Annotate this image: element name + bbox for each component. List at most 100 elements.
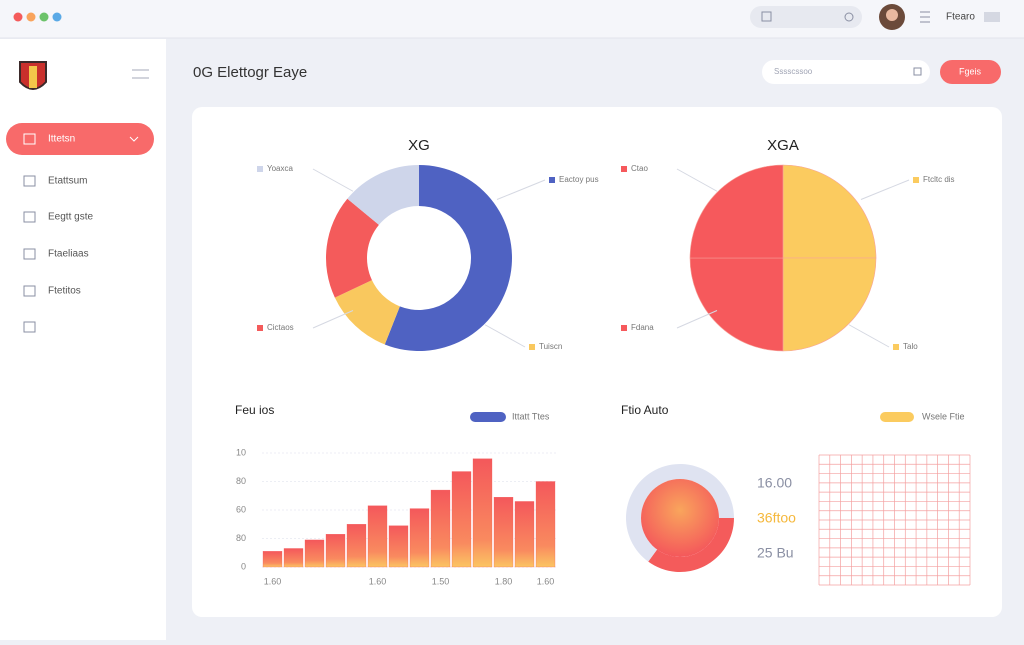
- y-tick-label: 80: [236, 476, 246, 486]
- gauge-segment: [626, 463, 734, 562]
- slice: [325, 198, 379, 298]
- legend-label: Wsele Ftie: [922, 411, 965, 421]
- bar: [283, 548, 304, 568]
- slice: [689, 257, 784, 352]
- bar: [535, 481, 556, 568]
- slice: [689, 164, 784, 259]
- window-dot: [39, 12, 49, 22]
- y-tick-label: 0: [241, 561, 246, 571]
- charts: XG Eactoy pus Tuiscn Cictaos Yoaxca XGA Ftcltc…: [235, 137, 971, 586]
- chevron: [129, 136, 139, 142]
- gauge-segment: [648, 518, 734, 572]
- stat-value: 25 Bu: [757, 545, 794, 561]
- y-tick-label: 80: [236, 533, 246, 543]
- callout-line: [848, 324, 890, 348]
- icon: [761, 11, 772, 22]
- menu-icon: [23, 211, 36, 223]
- callout-line: [676, 310, 718, 329]
- slice: [384, 165, 512, 352]
- callout-label: Talo: [903, 342, 918, 351]
- menu-label[interactable]: Ftetitos: [48, 286, 81, 297]
- slice: [334, 280, 400, 345]
- legend-swatch: [621, 166, 627, 172]
- callout-line: [312, 168, 354, 192]
- menu-label[interactable]: Ittetsn: [48, 134, 75, 145]
- legend-swatch: [529, 344, 535, 350]
- menu-icon: [23, 285, 36, 297]
- callout-line: [484, 324, 526, 348]
- callout-line: [496, 179, 546, 200]
- icon: [984, 12, 1000, 22]
- callout-label: Ctao: [631, 164, 648, 173]
- legend-swatch: [913, 177, 919, 183]
- chart-title: XG: [408, 137, 430, 154]
- button[interactable]: [940, 60, 1001, 84]
- legend-swatch: [549, 177, 555, 183]
- gauge-core: [641, 479, 719, 557]
- callout-label: Cictaos: [267, 323, 294, 332]
- bar: [472, 458, 493, 568]
- y-tick-label: 10: [236, 447, 246, 457]
- bar: [514, 501, 535, 568]
- callout-label: Tuiscn: [539, 342, 562, 351]
- menu-icon: [23, 175, 36, 187]
- legend-label: Ittatt Ttes: [512, 411, 550, 421]
- slice: [782, 164, 877, 259]
- x-tick-label: 1.80: [495, 576, 513, 586]
- slice: [782, 257, 877, 352]
- x-tick-label: 1.60: [537, 576, 555, 586]
- callout-label: Yoaxca: [267, 164, 294, 173]
- menu-icon[interactable]: [920, 11, 930, 23]
- menu-label[interactable]: Etattsum: [48, 176, 87, 187]
- legend-swatch: [621, 325, 627, 331]
- title-bar: [0, 0, 1024, 38]
- search-icon: [913, 67, 922, 76]
- chart-title: Ftio Auto: [621, 403, 669, 417]
- top-search[interactable]: [750, 6, 862, 28]
- x-tick-label: 1.50: [432, 576, 450, 586]
- logo-band: [29, 66, 37, 88]
- legend-swatch: [880, 412, 914, 422]
- callout-label: Ftcltc dis: [923, 175, 955, 184]
- window-dot: [52, 12, 62, 22]
- avatar-face: [886, 9, 898, 21]
- stat-value: 36ftoo: [757, 510, 796, 526]
- menu-item-active[interactable]: [6, 123, 154, 155]
- legend-swatch: [257, 325, 263, 331]
- bar: [493, 497, 514, 568]
- bar: [325, 534, 346, 568]
- chart-title: XGA: [767, 137, 799, 154]
- hamburger[interactable]: [132, 69, 149, 79]
- user-name[interactable]: Ftearo: [946, 12, 975, 23]
- legend-swatch: [470, 412, 506, 422]
- stat-value: 16.00: [757, 475, 792, 491]
- slice: [347, 165, 419, 225]
- menu-icon[interactable]: [23, 321, 36, 333]
- x-tick-label: 1.60: [264, 576, 282, 586]
- menu-icon: [23, 133, 36, 145]
- legend-swatch: [893, 344, 899, 350]
- page-title: 0G Elettogr Eaye: [193, 64, 307, 81]
- x-tick-label: 1.60: [369, 576, 387, 586]
- bar: [430, 489, 451, 568]
- button-label[interactable]: Fgeis: [959, 66, 982, 76]
- callout-line: [676, 168, 718, 192]
- bar: [388, 525, 409, 568]
- window-dot: [13, 12, 23, 22]
- search-placeholder: Sssscssoo: [774, 67, 813, 76]
- callout-line: [860, 179, 910, 200]
- y-tick-label: 60: [236, 504, 246, 514]
- window-dot: [26, 12, 36, 22]
- bar: [304, 539, 325, 568]
- chart-title: Feu ios: [235, 403, 274, 417]
- bar: [451, 471, 472, 568]
- bar: [409, 508, 430, 568]
- bar: [346, 524, 367, 568]
- menu-label[interactable]: Ftaeliaas: [48, 249, 89, 260]
- heat-grid: [818, 454, 971, 586]
- menu-label[interactable]: Eegtt gste: [48, 212, 93, 223]
- search-field[interactable]: [762, 60, 930, 84]
- bar: [367, 505, 388, 568]
